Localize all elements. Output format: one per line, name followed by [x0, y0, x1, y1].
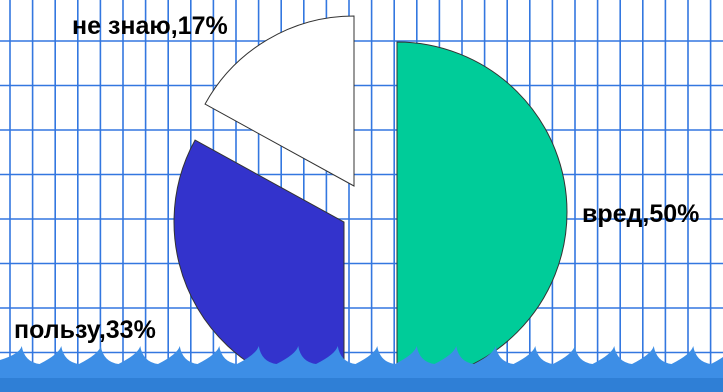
- pie-slice: [396, 41, 568, 383]
- wave-band-bottom: [0, 378, 723, 392]
- wave-border: [0, 346, 723, 392]
- pie-slice: [204, 15, 355, 187]
- pie-slices: [173, 15, 568, 392]
- slice-label: вред,50%: [582, 200, 699, 228]
- slice-label: пользу,33%: [14, 316, 156, 344]
- slice-label: не знаю,17%: [72, 12, 228, 40]
- slice-labels: вред,50% пользу,33% не знаю,17%: [14, 12, 699, 344]
